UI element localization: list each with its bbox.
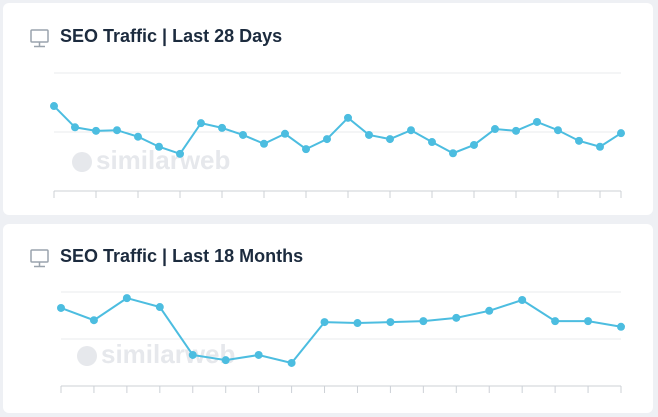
- line: [60, 297, 622, 365]
- point: [584, 317, 593, 326]
- point: [221, 356, 230, 365]
- watermark: similarweb: [96, 145, 230, 175]
- point: [320, 318, 329, 327]
- point: [176, 149, 184, 158]
- point: [197, 119, 205, 128]
- point: [122, 294, 131, 303]
- point: [57, 303, 65, 312]
- point: [89, 316, 98, 325]
- watermark: similarweb: [101, 339, 235, 369]
- point: [50, 102, 58, 111]
- point: [92, 126, 100, 135]
- point: [260, 139, 268, 148]
- point: [512, 126, 520, 135]
- point: [188, 350, 197, 359]
- point: [254, 350, 263, 359]
- point: [554, 126, 562, 135]
- chart-title: SEO Traffic | Last 18 Months: [60, 246, 303, 266]
- card: [3, 3, 653, 215]
- point: [365, 130, 373, 139]
- point: [518, 295, 527, 304]
- point: [155, 303, 164, 312]
- point: [428, 138, 436, 147]
- monitor-icon: [30, 29, 49, 48]
- point: [386, 135, 394, 144]
- point: [323, 135, 331, 144]
- line: [53, 105, 622, 156]
- point: [353, 319, 362, 328]
- point: [302, 145, 310, 154]
- point: [281, 129, 289, 138]
- point: [533, 117, 541, 126]
- point: [344, 113, 352, 122]
- point: [239, 130, 247, 139]
- point: [617, 322, 625, 331]
- point: [113, 126, 121, 135]
- point: [287, 358, 296, 367]
- chart-title: SEO Traffic | Last 28 Days: [60, 26, 282, 46]
- point: [419, 317, 428, 326]
- point: [485, 306, 494, 315]
- watermark-logo: [72, 152, 92, 172]
- monitor-icon: [30, 249, 49, 268]
- point: [491, 125, 499, 134]
- point: [134, 132, 142, 141]
- point: [575, 136, 583, 145]
- watermark-logo: [77, 346, 97, 366]
- point: [617, 129, 625, 138]
- card: [3, 224, 653, 413]
- point: [71, 123, 79, 132]
- point: [596, 142, 604, 151]
- point: [218, 123, 226, 132]
- point: [449, 149, 457, 158]
- point: [470, 140, 478, 149]
- point: [551, 317, 560, 326]
- point: [452, 313, 461, 322]
- point: [155, 142, 163, 151]
- point: [407, 126, 415, 135]
- point: [386, 318, 395, 327]
